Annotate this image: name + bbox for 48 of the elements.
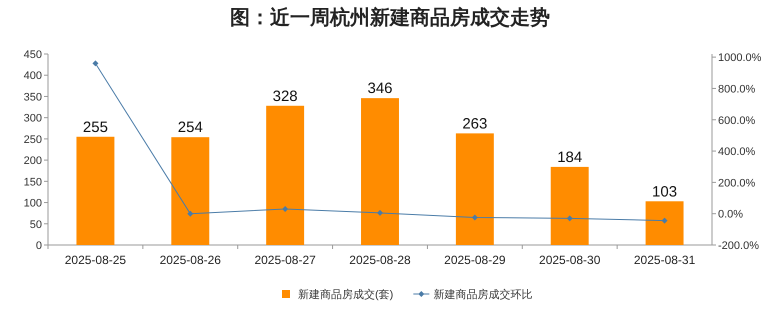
data-label: 254 (178, 119, 203, 136)
y2-tick-label: 600.0% (718, 114, 756, 127)
x-tick-label: 2025-08-31 (634, 253, 696, 267)
y-tick-label: 150 (24, 176, 42, 188)
y2-tick-label: 200.0% (718, 177, 756, 190)
y2-tick-label: -200.0% (718, 240, 760, 252)
bar (266, 106, 304, 245)
x-tick-label: 2025-08-28 (349, 253, 412, 267)
y-tick-label: 450 (24, 49, 42, 61)
x-tick-label: 2025-08-25 (64, 253, 126, 267)
x-tick-label: 2025-08-29 (444, 253, 506, 267)
point (282, 206, 288, 212)
y-tick-label: 0 (36, 240, 42, 252)
data-label: 184 (557, 148, 582, 166)
point (472, 214, 478, 220)
y-tick-label: 250 (24, 134, 42, 146)
point (566, 215, 573, 222)
bar (171, 137, 210, 245)
legend-label: 新建商品房成交环比 (433, 288, 532, 301)
bar (550, 166, 589, 245)
data-label: 255 (82, 118, 108, 136)
y2-tick-label: 400.0% (718, 146, 756, 158)
data-label: 328 (272, 88, 298, 105)
y-tick-label: 50 (30, 218, 42, 231)
y-tick-label: 350 (24, 91, 42, 104)
legend-label: 新建商品房成交(套) (298, 288, 394, 301)
x-tick-label: 2025-08-27 (254, 253, 316, 267)
y-tick-label: 300 (24, 112, 42, 125)
data-label: 263 (462, 115, 488, 132)
bar (76, 136, 114, 245)
point (377, 210, 383, 216)
bar (456, 133, 494, 245)
point (662, 218, 668, 224)
point (92, 60, 98, 66)
bar (646, 201, 684, 245)
y2-tick-label: 0.0% (718, 208, 744, 221)
y-tick-label: 200 (24, 155, 42, 168)
y2-tick-label: 1000.0% (718, 52, 762, 64)
chart-title: 图：近一周杭州新建商品房成交走势 (230, 6, 550, 29)
y-tick-label: 100 (24, 198, 42, 210)
x-tick-label: 2025-08-26 (160, 253, 222, 267)
point (187, 210, 194, 217)
data-label: 346 (367, 80, 393, 98)
y2-tick-label: 800.0% (718, 83, 756, 96)
data-label: 103 (652, 183, 678, 200)
bar (361, 98, 399, 245)
y-tick-label: 400 (24, 70, 42, 82)
x-tick-label: 2025-08-30 (539, 253, 601, 267)
